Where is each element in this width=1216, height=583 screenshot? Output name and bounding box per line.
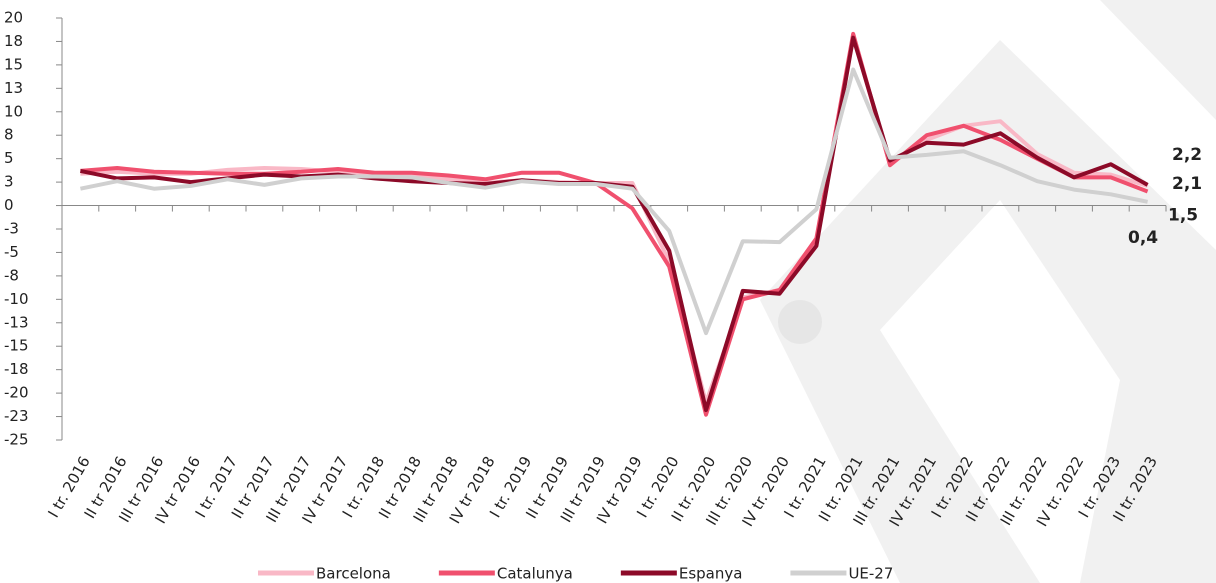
y-tick-label: 13 xyxy=(4,79,23,97)
y-tick-label: -25 xyxy=(4,431,29,449)
series-line xyxy=(80,67,1148,336)
y-tick-label: 5 xyxy=(4,149,14,167)
legend-label: Catalunya xyxy=(497,565,573,583)
value-label: 2,2 xyxy=(1172,145,1202,165)
y-tick-label: -23 xyxy=(4,407,29,425)
value-label: 2,1 xyxy=(1172,174,1202,194)
y-tick-label: 15 xyxy=(4,55,23,73)
value-label: 1,5 xyxy=(1168,205,1198,225)
y-tick-label: -3 xyxy=(4,220,19,238)
y-tick-label: -20 xyxy=(4,384,29,402)
y-tick-label: -10 xyxy=(4,290,29,308)
y-tick-label: -8 xyxy=(4,266,19,284)
legend-label: Barcelona xyxy=(316,565,391,583)
y-tick-label: -5 xyxy=(4,243,19,261)
y-tick-label: -15 xyxy=(4,337,29,355)
y-tick-label: 18 xyxy=(4,32,23,50)
y-tick-label: 8 xyxy=(4,126,14,144)
y-tick-label: 0 xyxy=(4,196,14,214)
y-tick-label: 20 xyxy=(4,9,23,27)
legend-label: UE-27 xyxy=(848,565,893,583)
y-tick-label: -13 xyxy=(4,313,29,331)
value-label: 0,4 xyxy=(1128,228,1158,248)
y-tick-label: 10 xyxy=(4,102,23,120)
y-tick-label: -18 xyxy=(4,360,29,378)
y-tick-label: 3 xyxy=(4,173,14,191)
legend-label: Espanya xyxy=(679,565,743,583)
